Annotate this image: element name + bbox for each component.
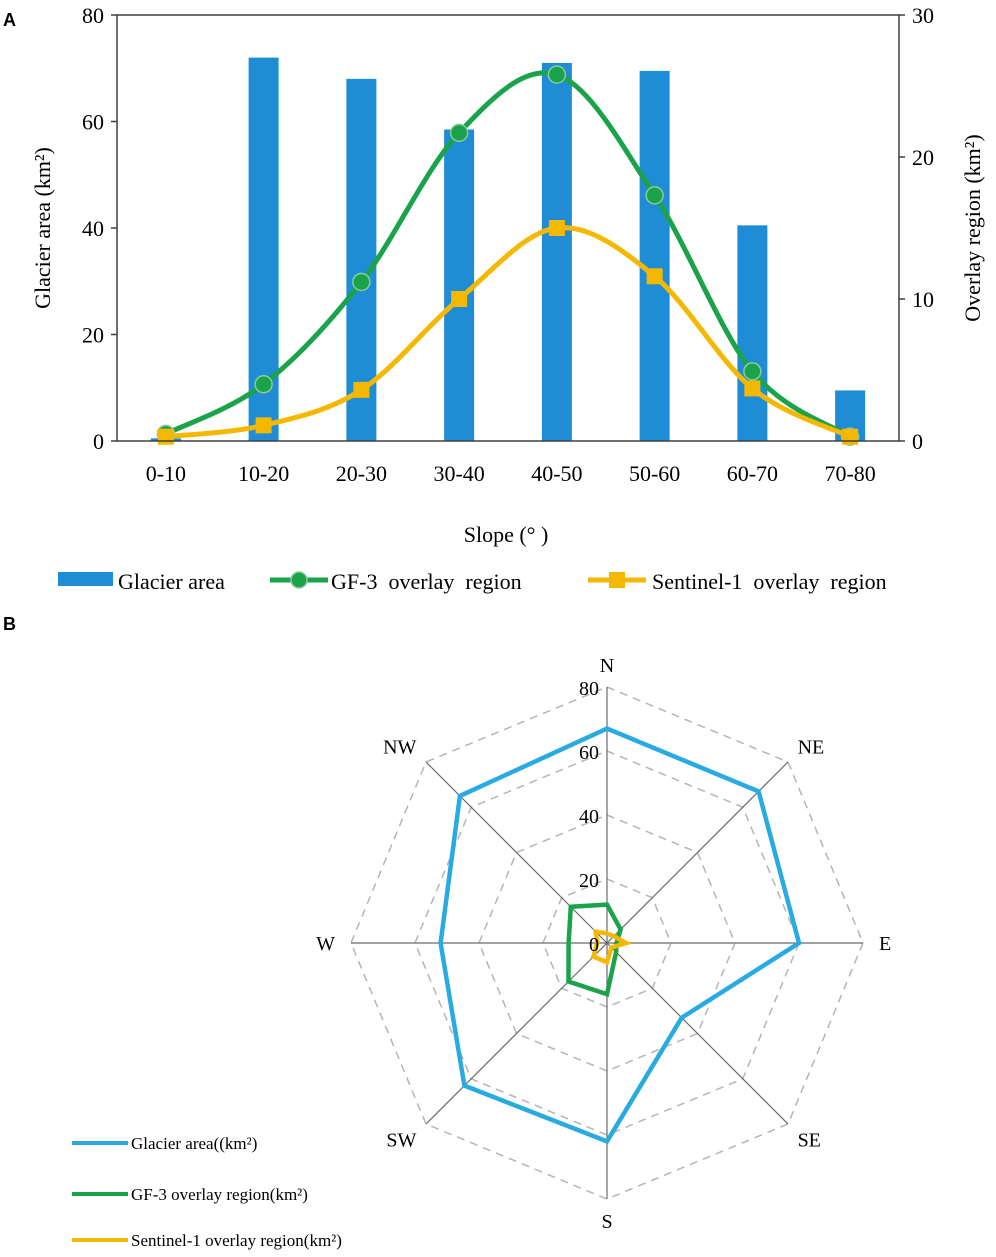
marker-sentinel-70-80 bbox=[842, 428, 859, 445]
marker-gf3-30-40 bbox=[449, 123, 469, 143]
direction-label-E: E bbox=[879, 933, 891, 955]
x-tick-label: 30-40 bbox=[433, 461, 484, 486]
radar-spoke-SE bbox=[606, 942, 789, 1125]
line-gf3 bbox=[164, 70, 852, 439]
marker-sentinel-50-60 bbox=[646, 268, 663, 285]
line-sentinel bbox=[165, 225, 852, 440]
direction-label-SW: SW bbox=[386, 1130, 416, 1152]
radar-grid bbox=[350, 686, 864, 1200]
x-tick-label: 40-50 bbox=[531, 461, 582, 486]
radar-series-gf3 bbox=[566, 902, 624, 998]
x-tick-label: 50-60 bbox=[629, 461, 680, 486]
direction-label-SE: SE bbox=[798, 1130, 821, 1152]
radar-series-sentinel bbox=[590, 929, 632, 966]
bar-30-40 bbox=[444, 129, 475, 442]
marker-sentinel-40-50 bbox=[548, 220, 565, 236]
radar-series-glacier-area bbox=[438, 726, 802, 1145]
marker-gf3-50-60 bbox=[645, 186, 664, 205]
marker-sentinel-30-40 bbox=[451, 291, 468, 307]
bar-60-70 bbox=[737, 225, 768, 441]
y-right-tick-label: 10 bbox=[912, 287, 934, 312]
x-tick-label: 20-30 bbox=[336, 461, 387, 486]
radar-tick-label: 20 bbox=[579, 870, 599, 892]
direction-label-S: S bbox=[601, 1211, 612, 1233]
x-tick-label: 60-70 bbox=[727, 461, 778, 486]
legend-swatch-sentinel-marker bbox=[609, 572, 625, 588]
slope-chart: 0 20 40 60 80 0 10 20 30 0-10 10-20 20-30 30-40 40-50… bbox=[30, 3, 985, 594]
radar-ring-40 bbox=[478, 814, 736, 1072]
y-left-tick-label: 60 bbox=[82, 110, 104, 135]
radar-tick-label: 0 bbox=[589, 934, 599, 956]
legend-label-glacier-area: Glacier area bbox=[118, 569, 225, 594]
marker-gf3-20-30 bbox=[352, 272, 371, 292]
marker-sentinel-0-10 bbox=[157, 428, 174, 445]
y-right-tick-label: 0 bbox=[912, 429, 923, 454]
radar-tick-label: 80 bbox=[579, 678, 599, 700]
y-axis-right-label: Overlay region (km²) bbox=[960, 134, 985, 321]
radar-tick-label: 40 bbox=[579, 806, 599, 828]
radar-spoke-SW bbox=[425, 942, 608, 1125]
x-tick-label: 10-20 bbox=[238, 461, 289, 486]
legend-label-gf3: GF-3 overlay region bbox=[331, 569, 522, 594]
tick-labels: 0 20 40 60 80 0 10 20 30 0-10 10-20 20-30 30-40 40-50… bbox=[82, 3, 934, 486]
y-axis-left-label: Glacier area (km²) bbox=[30, 147, 55, 309]
legend-b: Glacier area((km²) GF-3 overlay region(k… bbox=[72, 1134, 342, 1250]
direction-label-NW: NW bbox=[383, 736, 416, 758]
radar-spoke-NW bbox=[425, 761, 608, 944]
bar-50-60 bbox=[639, 70, 670, 441]
marker-gf3-60-70 bbox=[743, 362, 762, 381]
legend-swatch-glacier-area bbox=[58, 572, 113, 586]
legend-a: Glacier area GF-3 overlay region Sentine… bbox=[58, 569, 887, 594]
y-left-tick-label: 0 bbox=[93, 429, 104, 454]
aspect-radar-chart: 0 20 40 60 80N NE E SE S SW W NW Glacier area((km²)… bbox=[72, 655, 891, 1250]
marker-sentinel-10-20 bbox=[255, 417, 272, 434]
marker-sentinel-60-70 bbox=[744, 380, 761, 397]
y-left-tick-label: 40 bbox=[82, 216, 104, 241]
y-left-tick-label: 20 bbox=[82, 323, 104, 348]
bar-series-glacier-area bbox=[150, 57, 866, 442]
y-right-tick-label: 30 bbox=[912, 3, 934, 28]
legend-label-sentinel: Sentinel-1 overlay region bbox=[652, 569, 887, 594]
axes bbox=[116, 14, 900, 442]
x-tick-label: 0-10 bbox=[146, 461, 186, 486]
radar-series bbox=[438, 726, 802, 1145]
marker-gf3-40-50 bbox=[547, 65, 567, 84]
direction-label-W: W bbox=[316, 933, 335, 955]
radar-ring-80 bbox=[350, 686, 864, 1200]
legend-swatch-gf3-marker bbox=[290, 571, 308, 589]
x-tick-label: 70-80 bbox=[824, 461, 875, 486]
marker-sentinel-20-30 bbox=[353, 381, 370, 398]
direction-label-N: N bbox=[600, 655, 614, 677]
bar-40-50 bbox=[541, 62, 572, 442]
y-right-tick-label: 20 bbox=[912, 145, 934, 170]
direction-label-NE: NE bbox=[798, 736, 825, 758]
radar-tick-label: 60 bbox=[579, 742, 599, 764]
panel-b-letter: B bbox=[3, 614, 16, 634]
panel-a-letter: A bbox=[3, 10, 16, 30]
y-left-tick-label: 80 bbox=[82, 3, 104, 28]
legend-b-label-gf3: GF-3 overlay region(km²) bbox=[131, 1185, 308, 1204]
marker-gf3-10-20 bbox=[254, 374, 273, 394]
radar-labels: 0 20 40 60 80N NE E SE S SW W NW bbox=[316, 655, 891, 1233]
legend-b-label-sentinel: Sentinel-1 overlay region(km²) bbox=[131, 1231, 342, 1250]
legend-b-label-glacier-area: Glacier area((km²) bbox=[131, 1134, 257, 1153]
x-axis-label: Slope (° ) bbox=[464, 522, 549, 547]
